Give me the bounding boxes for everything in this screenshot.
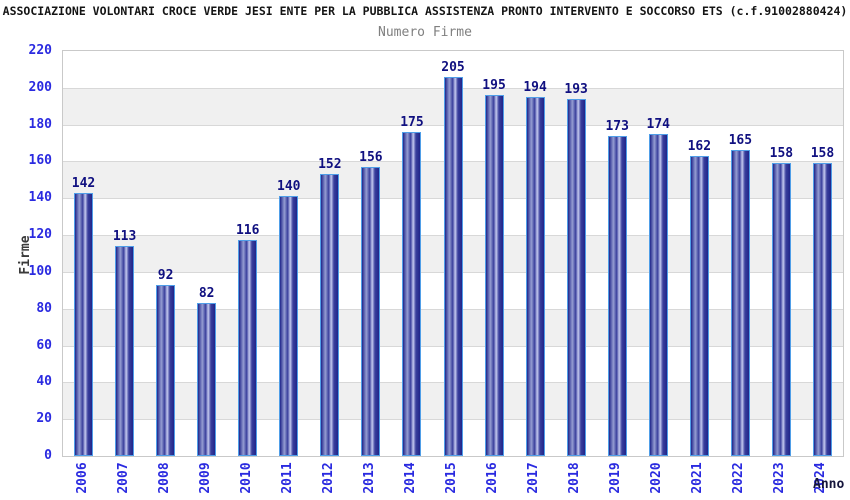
y-axis-tick-label: 80: [36, 300, 52, 316]
y-axis-tick-label: 120: [28, 227, 52, 243]
bar-2011: [279, 196, 299, 456]
x-axis-tick-label: 2017: [526, 462, 542, 494]
y-axis-tick-label: 100: [28, 263, 52, 279]
bar-value-label: 195: [482, 78, 506, 94]
bar-2024: [812, 163, 832, 456]
bar-2009: [197, 303, 217, 456]
plot-area: 142 113 92 82 116 140 152 156 175 205 195 194 193 173…: [62, 50, 844, 457]
bar-value-label: 156: [359, 149, 383, 165]
bar-2023: [771, 163, 791, 456]
x-axis-tick-label: 2013: [361, 462, 377, 494]
bar-2006: [74, 192, 94, 456]
bar-value-label: 142: [71, 175, 96, 191]
bar-value-label: 175: [400, 114, 424, 130]
chart-subtitle: Numero Firme: [378, 25, 472, 40]
y-axis-title: Firme: [18, 235, 33, 275]
chart-title: ASSOCIAZIONE VOLONTARI CROCE VERDE JESI …: [2, 4, 848, 18]
y-axis-tick-label: 0: [44, 448, 52, 463]
x-axis-tick-label: 2006: [74, 462, 90, 494]
bar-value-label: 194: [523, 79, 547, 95]
bar-value-label: 174: [646, 116, 670, 132]
y-axis-tick-label: 60: [36, 337, 52, 353]
bar-2013: [361, 166, 381, 456]
x-axis-tick-label: 2019: [608, 462, 624, 494]
y-axis-tick-label: 40: [36, 374, 52, 390]
x-axis-tick-label: 2007: [115, 462, 131, 494]
bar-value-label: 158: [769, 146, 794, 162]
bar-value-label: 193: [564, 81, 588, 97]
x-axis-tick-label: 2008: [156, 462, 172, 494]
bar-value-label: 116: [235, 223, 260, 239]
y-axis-tick-label: 220: [28, 43, 52, 58]
bar-value-label: 158: [810, 146, 835, 162]
x-axis-tick-label: 2023: [772, 462, 788, 494]
bar-value-label: 205: [441, 59, 465, 75]
bar-2007: [115, 245, 135, 456]
y-axis-tick-label: 20: [36, 411, 52, 427]
x-axis-tick-label: 2010: [238, 462, 254, 494]
y-axis-tick-label: 200: [28, 79, 52, 95]
bar-2019: [607, 135, 627, 456]
bar-value-label: 162: [687, 138, 712, 154]
x-axis-tick-label: 2021: [690, 462, 706, 494]
bar-2017: [525, 96, 545, 456]
x-axis-tick-label: 2009: [197, 462, 213, 494]
bar-value-label: 82: [198, 286, 215, 302]
x-axis-tick-label: 2011: [279, 462, 295, 494]
bar-2008: [156, 284, 176, 456]
y-axis-tick-label: 140: [28, 190, 52, 206]
bar-value-label: 152: [318, 157, 342, 173]
x-axis-tick-label: 2016: [485, 462, 501, 494]
x-axis-tick-label: 2014: [402, 462, 418, 494]
bar-2020: [648, 133, 668, 456]
bar-2014: [402, 131, 422, 456]
bar-value-label: 165: [728, 133, 753, 149]
bar-2012: [320, 174, 340, 456]
bar-value-label: 140: [277, 179, 301, 195]
x-axis-tick-label: 2018: [567, 462, 583, 494]
bar-value-label: 113: [112, 228, 137, 244]
bar-2022: [730, 150, 750, 456]
bar-2018: [566, 98, 586, 456]
bar-2015: [443, 76, 463, 456]
y-axis-tick-label: 180: [28, 116, 52, 132]
x-axis-tick-label: 2015: [444, 462, 459, 494]
bar-2010: [238, 240, 258, 456]
x-axis-tick-label: 2020: [649, 462, 665, 494]
x-axis-tick-label: 2022: [731, 462, 747, 494]
y-axis-tick-label: 160: [28, 153, 52, 169]
bar-value-label: 92: [157, 267, 174, 283]
x-axis-title: Anno: [813, 477, 845, 492]
bar-2021: [689, 155, 709, 456]
bar-2016: [484, 95, 504, 456]
bar-value-label: 173: [605, 118, 629, 134]
x-axis-tick-label: 2012: [320, 462, 336, 494]
